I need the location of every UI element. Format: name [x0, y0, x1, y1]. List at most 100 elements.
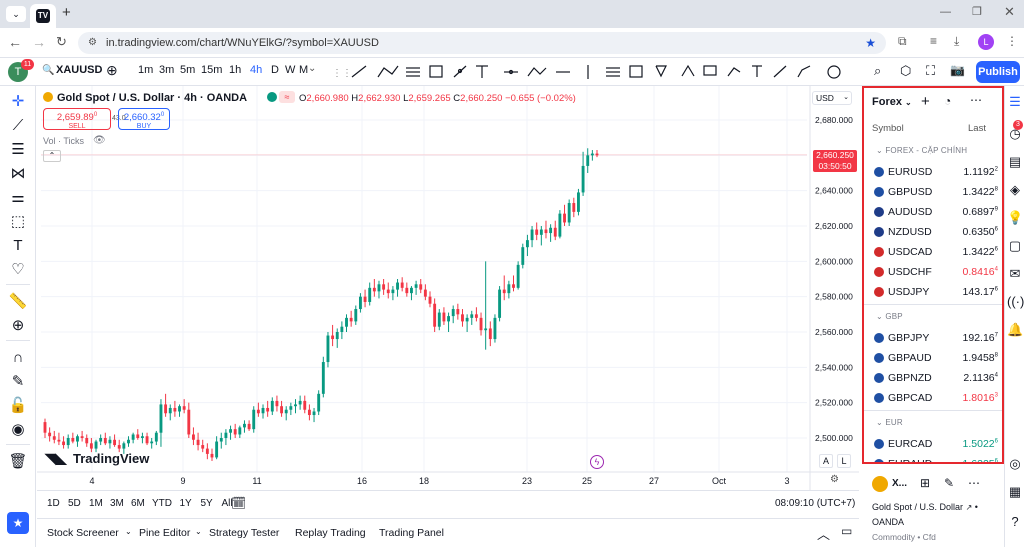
price-chart-canvas[interactable]: 2,680.0002,660.0002,640.0002,620.0002,60… [37, 86, 859, 490]
range-5y[interactable]: 5Y [200, 498, 213, 509]
fib-lines-icon[interactable]: ☰ [11, 141, 25, 158]
pattern-icon[interactable]: ⋈ [10, 165, 26, 182]
star-object-tree-icon[interactable]: ★ [7, 512, 29, 534]
reload-icon[interactable]: ↻ [56, 34, 67, 49]
collapse-panel-chevron-icon[interactable]: ︿ [817, 527, 831, 542]
range-1y[interactable]: 1Y [179, 498, 192, 509]
watchlist-icon[interactable]: ☰ [1009, 94, 1021, 109]
interval-dropdown-chevron-icon[interactable]: ⌄ [308, 63, 317, 74]
watchlist-row-usdcad[interactable]: USDCAD 1.34226 [864, 242, 1002, 262]
chart-type-toggle-icon[interactable]: ≈ [279, 91, 295, 103]
browser-tab-active[interactable]: TV [30, 4, 56, 28]
watchlist-row-gbpcad[interactable]: GBPCAD 1.80163 [864, 388, 1002, 408]
bookmark-star-icon[interactable]: ★ [865, 36, 876, 50]
detail-full-name[interactable]: Gold Spot / U.S. Dollar ↗ • [872, 502, 978, 512]
projection-icon[interactable]: ⚌ [11, 189, 25, 206]
range-1d[interactable]: 1D [47, 498, 60, 509]
back-arrow-icon[interactable]: ← [8, 34, 22, 50]
interval-5m[interactable]: 5m [180, 64, 196, 76]
range-6m[interactable]: 6M [131, 498, 145, 509]
zoom-in-icon[interactable]: ⊕ [11, 317, 25, 334]
economic-events-icon[interactable]: ϟ [590, 455, 604, 469]
shapes-icon[interactable]: ⬚ [10, 213, 26, 230]
watchlist-row-gbpaud[interactable]: GBPAUD 1.94588 [864, 348, 1002, 368]
series-title[interactable]: Gold Spot / U.S. Dollar · 4h · OANDA [57, 92, 248, 104]
settings-hexagon-icon[interactable]: ⬡ [900, 63, 912, 78]
interval-w[interactable]: W [285, 64, 296, 76]
advanced-view-icon[interactable]: ◔ [944, 94, 952, 108]
volume-indicator-label[interactable]: Vol · Ticks [43, 136, 85, 146]
notifications-bell-icon[interactable]: 🔔 [1007, 322, 1024, 337]
footer-tab-pine-editor[interactable]: Pine Editor [139, 527, 191, 539]
publish-button[interactable]: Publish [976, 61, 1020, 83]
symbol-search-icon[interactable]: 🔍 [42, 65, 55, 76]
range-all[interactable]: All [221, 498, 233, 509]
compare-symbol-plus-icon[interactable]: ⊕ [106, 62, 118, 78]
watchlist-row-usdchf[interactable]: USDCHF 0.84164 [864, 262, 1002, 282]
watchlist-row-audusd[interactable]: AUDUSD 0.68979 [864, 202, 1002, 222]
interval-1m[interactable]: 1m [138, 64, 154, 76]
maximize-panel-icon[interactable]: ▭ [841, 524, 853, 538]
sell-button[interactable]: 2,659.890 SELL [43, 108, 111, 130]
close-window-icon[interactable]: ✕ [1004, 4, 1015, 19]
footer-tab-strategy-tester[interactable]: Strategy Tester [209, 527, 280, 539]
grid-layout-icon[interactable]: ⊞ [920, 476, 931, 490]
add-symbol-plus-icon[interactable]: + [921, 93, 930, 110]
crosshair-cursor-icon[interactable]: ✛ [11, 93, 25, 110]
watchlist-row-nzdusd[interactable]: NZDUSD 0.63506 [864, 222, 1002, 242]
axis-settings-gear-icon[interactable]: ⚙ [830, 474, 839, 485]
timezone-clock[interactable]: 08:09:10 (UTC+7) [775, 498, 856, 509]
watchlist-row-gbpnzd[interactable]: GBPNZD 2.11364 [864, 368, 1002, 388]
news-icon[interactable]: ▤ [1008, 154, 1022, 169]
interval-15m[interactable]: 15m [201, 64, 223, 76]
alerts-clock-icon[interactable]: ◷ [1009, 126, 1021, 141]
footer-tab-stock-screener[interactable]: Stock Screener [47, 527, 119, 539]
hide-eye-icon[interactable]: 👁 [93, 135, 106, 146]
detail-more-icon[interactable]: ⋯ [968, 476, 980, 490]
column-header-symbol[interactable]: Symbol [872, 123, 904, 134]
detail-symbol[interactable]: X... [892, 478, 908, 489]
forward-arrow-icon[interactable]: → [32, 34, 46, 50]
symbol-selector[interactable]: XAUUSD [56, 64, 103, 76]
minimize-icon[interactable]: — [940, 6, 951, 18]
target-icon[interactable]: ◎ [1009, 456, 1021, 471]
footer-tab-trading-panel[interactable]: Trading Panel [379, 527, 444, 539]
streams-icon[interactable]: ((·)) [1007, 294, 1024, 309]
calendar-icon[interactable]: ▦ [1008, 484, 1022, 499]
interval-4h[interactable]: 4h [250, 64, 263, 76]
watchlist-row-euraud[interactable]: EURAUD 1.62256 [864, 454, 1002, 462]
media-list-icon[interactable]: ≡ [930, 34, 938, 48]
ruler-icon[interactable]: 📏 [8, 293, 28, 310]
buy-button[interactable]: 2,660.320 BUY [118, 108, 170, 130]
footer-tab-chevron-icon[interactable]: ⌄ [195, 527, 202, 536]
range-ytd[interactable]: YTD [152, 498, 172, 509]
currency-selector[interactable]: USD ⌄ [812, 91, 852, 105]
extensions-icon[interactable]: ⧉ [898, 34, 907, 48]
watchlist-row-eurusd[interactable]: EURUSD 1.11922 [864, 162, 1002, 182]
watchlist-row-gbpusd[interactable]: GBPUSD 1.34228 [864, 182, 1002, 202]
edit-note-icon[interactable]: ✎ [944, 476, 955, 490]
interval-m[interactable]: M [299, 64, 309, 76]
log-scale-button[interactable]: L [837, 454, 851, 468]
footer-tab-replay-trading[interactable]: Replay Trading [295, 527, 366, 539]
trend-line-icon[interactable]: ⟋ [12, 117, 24, 134]
fullscreen-icon[interactable]: ⛶ [926, 63, 936, 78]
range-5d[interactable]: 5D [68, 498, 81, 509]
collapse-legend-chevron-icon[interactable]: ⌃ [43, 150, 61, 162]
watchlist-row-usdjpy[interactable]: USDJPY 143.176 [864, 282, 1002, 302]
range-3m[interactable]: 3M [110, 498, 124, 509]
magnet-icon[interactable]: ∩ [12, 349, 24, 366]
lock-drawing-icon[interactable]: ✎ [11, 373, 25, 390]
download-icon[interactable]: ⤓ [954, 34, 960, 48]
lock-icon[interactable]: 🔓 [8, 397, 28, 414]
ideas-bulb-icon[interactable]: 💡 [1007, 210, 1024, 225]
go-to-date-calendar-icon[interactable]: 🗓 [231, 496, 247, 510]
watchlist-row-eurcad[interactable]: EURCAD 1.50226 [864, 434, 1002, 454]
url-field[interactable]: ⚙ in.tradingview.com/chart/WNuYElkG/?sym… [78, 32, 886, 54]
more-options-icon[interactable]: ⋯ [970, 93, 982, 107]
watchlist-section-header[interactable]: ⌄ GBP [876, 312, 903, 321]
column-header-last[interactable]: Last [968, 123, 986, 134]
watchlist-name-dropdown[interactable]: Forex ⌄ [872, 96, 912, 108]
watchlist-section-header[interactable]: ⌄ EUR [876, 418, 903, 427]
messages-icon[interactable]: ✉ [1009, 266, 1021, 281]
